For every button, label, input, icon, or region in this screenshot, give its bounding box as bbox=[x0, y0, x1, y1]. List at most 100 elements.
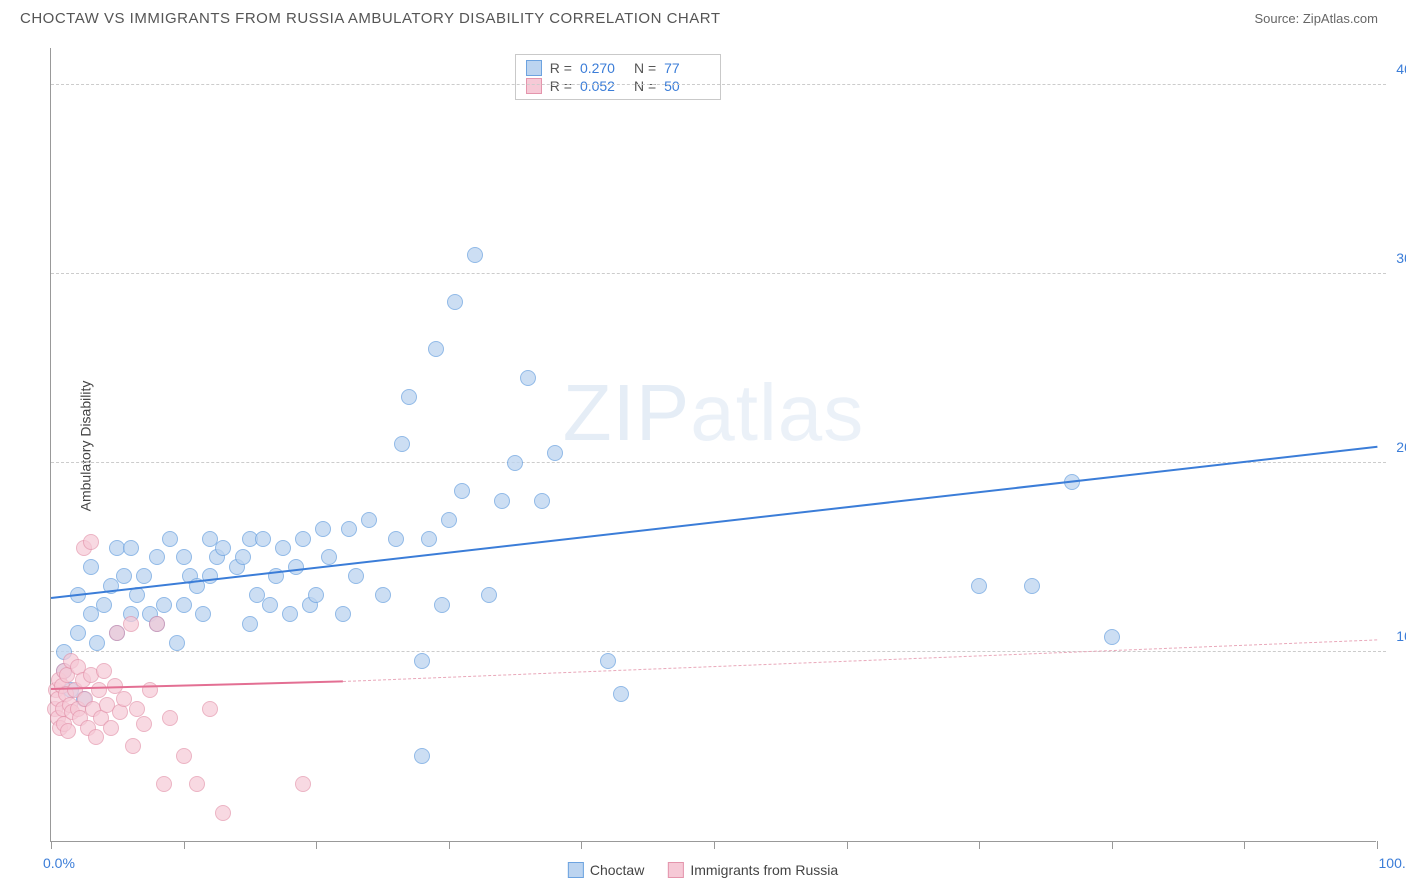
legend-swatch bbox=[526, 60, 542, 76]
n-value: 77 bbox=[664, 60, 710, 76]
data-point-choctaw bbox=[96, 597, 112, 613]
legend-item: Choctaw bbox=[568, 862, 644, 878]
x-tick bbox=[184, 841, 185, 849]
data-point-choctaw bbox=[176, 549, 192, 565]
data-point-russia bbox=[103, 720, 119, 736]
x-tick bbox=[847, 841, 848, 849]
data-point-choctaw bbox=[116, 568, 132, 584]
data-point-choctaw bbox=[971, 578, 987, 594]
data-point-russia bbox=[176, 748, 192, 764]
x-tick bbox=[714, 841, 715, 849]
trend-line bbox=[51, 446, 1377, 599]
r-value: 0.270 bbox=[580, 60, 626, 76]
y-tick-label: 40.0% bbox=[1396, 61, 1406, 77]
data-point-choctaw bbox=[421, 531, 437, 547]
data-point-russia bbox=[156, 776, 172, 792]
data-point-russia bbox=[91, 682, 107, 698]
data-point-choctaw bbox=[123, 540, 139, 556]
x-axis-max-label: 100.0% bbox=[1379, 855, 1406, 871]
data-point-choctaw bbox=[169, 635, 185, 651]
data-point-choctaw bbox=[315, 521, 331, 537]
data-point-choctaw bbox=[262, 597, 278, 613]
data-point-choctaw bbox=[156, 597, 172, 613]
data-point-choctaw bbox=[202, 568, 218, 584]
data-point-choctaw bbox=[441, 512, 457, 528]
data-point-russia bbox=[149, 616, 165, 632]
data-point-choctaw bbox=[534, 493, 550, 509]
trend-line bbox=[343, 640, 1377, 683]
legend-swatch bbox=[526, 78, 542, 94]
data-point-choctaw bbox=[600, 653, 616, 669]
x-tick bbox=[449, 841, 450, 849]
data-point-russia bbox=[60, 723, 76, 739]
data-point-russia bbox=[96, 663, 112, 679]
data-point-choctaw bbox=[321, 549, 337, 565]
stats-legend-row: R = 0.052 N = 50 bbox=[526, 77, 710, 95]
data-point-choctaw bbox=[1024, 578, 1040, 594]
legend-swatch bbox=[568, 862, 584, 878]
data-point-choctaw bbox=[428, 341, 444, 357]
x-tick bbox=[316, 841, 317, 849]
data-point-choctaw bbox=[1104, 629, 1120, 645]
y-tick-label: 30.0% bbox=[1396, 250, 1406, 266]
data-point-russia bbox=[295, 776, 311, 792]
data-point-choctaw bbox=[467, 247, 483, 263]
x-tick bbox=[581, 841, 582, 849]
data-point-choctaw bbox=[414, 653, 430, 669]
n-label: N = bbox=[634, 78, 656, 94]
y-tick-label: 10.0% bbox=[1396, 628, 1406, 644]
x-tick bbox=[979, 841, 980, 849]
data-point-russia bbox=[83, 534, 99, 550]
data-point-choctaw bbox=[70, 625, 86, 641]
data-point-choctaw bbox=[341, 521, 357, 537]
source-attribution: Source: ZipAtlas.com bbox=[1254, 11, 1378, 26]
watermark: ZIPatlas bbox=[563, 367, 864, 459]
data-point-choctaw bbox=[375, 587, 391, 603]
data-point-choctaw bbox=[242, 616, 258, 632]
data-point-choctaw bbox=[176, 597, 192, 613]
chart-title: CHOCTAW VS IMMIGRANTS FROM RUSSIA AMBULA… bbox=[20, 10, 721, 27]
data-point-choctaw bbox=[447, 294, 463, 310]
n-value: 50 bbox=[664, 78, 710, 94]
x-tick bbox=[1244, 841, 1245, 849]
data-point-choctaw bbox=[361, 512, 377, 528]
legend-label: Immigrants from Russia bbox=[690, 862, 838, 878]
y-tick-label: 20.0% bbox=[1396, 439, 1406, 455]
data-point-choctaw bbox=[282, 606, 298, 622]
n-label: N = bbox=[634, 60, 656, 76]
data-point-choctaw bbox=[494, 493, 510, 509]
r-label: R = bbox=[550, 60, 572, 76]
x-tick bbox=[1377, 841, 1378, 849]
legend-item: Immigrants from Russia bbox=[668, 862, 838, 878]
data-point-choctaw bbox=[520, 370, 536, 386]
data-point-choctaw bbox=[83, 559, 99, 575]
data-point-choctaw bbox=[255, 531, 271, 547]
data-point-choctaw bbox=[235, 549, 251, 565]
data-point-choctaw bbox=[295, 531, 311, 547]
data-point-russia bbox=[162, 710, 178, 726]
data-point-choctaw bbox=[149, 549, 165, 565]
data-point-choctaw bbox=[434, 597, 450, 613]
stats-legend-row: R = 0.270 N = 77 bbox=[526, 59, 710, 77]
r-label: R = bbox=[550, 78, 572, 94]
data-point-russia bbox=[123, 616, 139, 632]
data-point-russia bbox=[136, 716, 152, 732]
data-point-russia bbox=[88, 729, 104, 745]
legend-swatch bbox=[668, 862, 684, 878]
data-point-choctaw bbox=[275, 540, 291, 556]
data-point-choctaw bbox=[394, 436, 410, 452]
data-point-choctaw bbox=[388, 531, 404, 547]
data-point-choctaw bbox=[547, 445, 563, 461]
gridline bbox=[51, 84, 1386, 85]
data-point-russia bbox=[142, 682, 158, 698]
r-value: 0.052 bbox=[580, 78, 626, 94]
data-point-choctaw bbox=[89, 635, 105, 651]
data-point-choctaw bbox=[215, 540, 231, 556]
gridline bbox=[51, 273, 1386, 274]
data-point-choctaw bbox=[335, 606, 351, 622]
data-point-russia bbox=[129, 701, 145, 717]
gridline bbox=[51, 651, 1386, 652]
data-point-russia bbox=[189, 776, 205, 792]
data-point-choctaw bbox=[507, 455, 523, 471]
data-point-choctaw bbox=[195, 606, 211, 622]
